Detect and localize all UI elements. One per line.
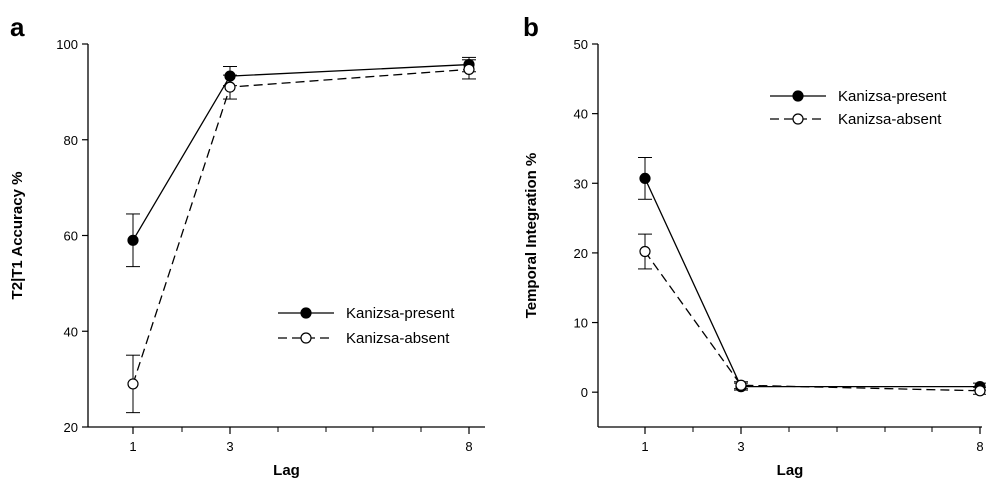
y-tick-label: 60	[64, 229, 78, 244]
y-axis-label: T2|T1 Accuracy %	[9, 172, 26, 300]
x-tick-label: 3	[226, 439, 233, 454]
chart-panel-b: b 0 10 20 30 40 50 1 3 8 Lag Temporal Integration %…	[523, 12, 986, 479]
legend-label: Kanizsa-absent	[346, 330, 450, 347]
series-line-0	[644, 178, 980, 388]
x-axis-label: Lag	[273, 462, 300, 479]
data-point-open	[639, 245, 651, 258]
legend: Kanizsa-present Kanizsa-absent	[278, 305, 455, 347]
data-point-open	[974, 385, 986, 397]
panel-label: b	[523, 12, 539, 42]
y-tick-label: 20	[574, 246, 588, 261]
legend-marker	[792, 90, 804, 102]
data-point-filled	[639, 172, 651, 184]
y-axis-label: Temporal Integration %	[523, 153, 540, 319]
data-point-open	[735, 379, 747, 391]
legend-label: Kanizsa-absent	[838, 111, 942, 128]
x-tick-label: 8	[976, 439, 983, 454]
y-tick-label: 100	[56, 37, 78, 52]
y-tick-label: 10	[574, 316, 588, 331]
y-tick-label: 80	[64, 133, 78, 148]
x-tick-label: 8	[465, 439, 472, 454]
x-axis-label: Lag	[777, 462, 804, 479]
y-tick-label: 0	[581, 385, 588, 400]
data-point-open	[127, 378, 139, 390]
x-tick-label: 1	[641, 439, 648, 454]
series-line-0	[132, 63, 470, 241]
x-tick-label: 3	[737, 439, 744, 454]
data-point-open	[463, 63, 475, 75]
legend: Kanizsa-present Kanizsa-absent	[770, 88, 947, 128]
panel-label: a	[10, 12, 25, 42]
y-tick-label: 40	[574, 107, 588, 122]
y-tick-label: 20	[64, 420, 78, 435]
data-point-open	[224, 81, 236, 93]
legend-label: Kanizsa-present	[838, 88, 947, 105]
data-point-filled	[127, 234, 139, 246]
chart-panel-a: a 20 40 60 80 100 1 3 8 Lag T2|T1 Accuracy % Kanizs…	[9, 12, 485, 479]
y-tick-label: 50	[574, 37, 588, 52]
y-tick-label: 40	[64, 324, 78, 339]
legend-marker	[300, 332, 312, 344]
legend-label: Kanizsa-present	[346, 305, 455, 322]
x-tick-label: 1	[129, 439, 136, 454]
series-line-1	[644, 251, 981, 392]
legend-marker	[792, 113, 804, 125]
legend-marker	[300, 307, 312, 319]
y-tick-label: 30	[574, 176, 588, 191]
